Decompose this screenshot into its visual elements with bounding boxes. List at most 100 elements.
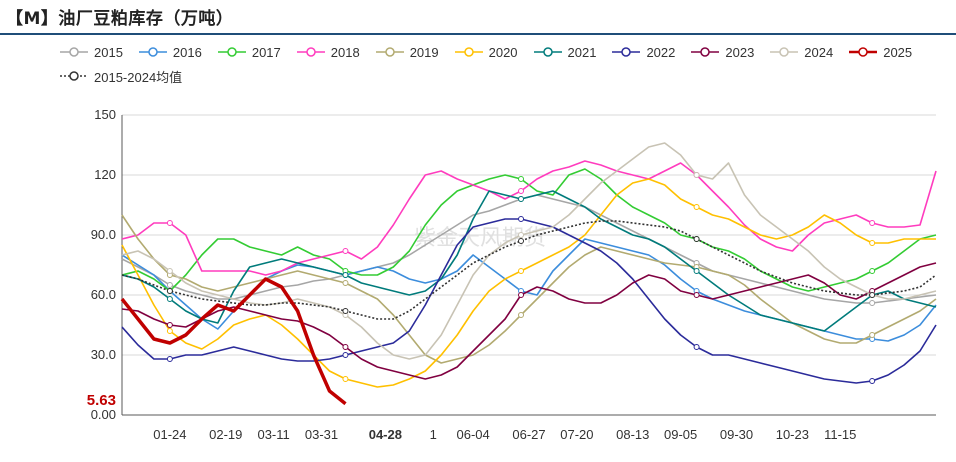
y-tick-label: 0.00: [91, 407, 116, 422]
series-point: [518, 268, 525, 274]
x-tick-label: 08-13: [616, 427, 649, 442]
legend-label: 2021: [567, 44, 597, 60]
series-point: [342, 376, 349, 382]
latest-value-callout: 5.63: [87, 392, 116, 409]
series-point: [166, 328, 173, 334]
series-point: [869, 378, 876, 384]
legend-label: 2022: [646, 44, 676, 60]
x-tick-label: 03-11: [257, 427, 289, 442]
y-tick-label: 120: [94, 167, 116, 182]
series-point: [869, 220, 876, 226]
series-line-2021: [121, 190, 937, 332]
legend-label: 2023: [725, 44, 755, 60]
series-line-2022: [121, 218, 937, 384]
legend-item: 2024: [770, 45, 833, 60]
legend-label: 2016: [172, 44, 202, 60]
title-rule: [0, 33, 956, 35]
series-point: [518, 292, 525, 298]
x-tick-label: 09-05: [664, 427, 697, 442]
y-tick-label: 150: [94, 107, 116, 122]
series-point: [869, 292, 876, 298]
series-point: [518, 238, 525, 244]
y-tick-label: 90.0: [91, 227, 116, 242]
y-tick-label: 30.0: [91, 347, 116, 362]
legend-label: 2024: [804, 44, 834, 60]
chart-title: 【M】油厂豆粕库存（万吨）: [6, 9, 234, 29]
series-point: [166, 268, 173, 274]
x-tick-label: 01-24: [153, 427, 186, 442]
legend-swatch: [849, 47, 878, 57]
series-point: [869, 332, 876, 338]
legend-item: 2022: [612, 45, 675, 60]
legend-item: 2021: [533, 44, 597, 60]
legend-swatch: [691, 47, 720, 57]
legend-swatch: [533, 47, 562, 57]
x-tick-label: 06-04: [457, 427, 490, 442]
series-line-2024: [121, 142, 937, 360]
x-tick-label: 1: [430, 427, 437, 442]
series-point: [693, 236, 700, 242]
legend-row: 2015 2016 2017 2018 2019 2020 2021 2022 2023 2024…: [60, 40, 940, 64]
legend-swatch: [60, 47, 88, 57]
series-point: [869, 300, 876, 306]
x-tick-label: 04-28: [369, 427, 402, 442]
series-line-2019: [121, 214, 937, 364]
series-point: [342, 280, 349, 286]
legend-label: 2017: [251, 44, 281, 60]
series-point: [166, 220, 173, 226]
series-line-2025: [120, 277, 347, 406]
series-point: [342, 272, 349, 278]
x-tick-label: 09-30: [720, 427, 753, 442]
legend-label: 2020: [488, 44, 518, 60]
legend-swatch: [375, 47, 404, 57]
legend-row: 2015-2024均值: [60, 64, 940, 88]
legend-swatch: [612, 47, 641, 57]
legend-swatch: [217, 47, 246, 57]
legend-item: 2023: [691, 45, 754, 60]
series-point: [518, 188, 525, 194]
legend-item: 2025: [849, 45, 912, 60]
legend-item: 2019: [375, 44, 439, 60]
legend-item: 2015: [60, 45, 123, 60]
x-tick-label: 07-20: [560, 427, 593, 442]
series-point: [166, 282, 173, 288]
series-point: [342, 308, 349, 314]
series-line-2018: [121, 160, 937, 276]
legend-label: 2025: [883, 44, 913, 60]
series-line-2023: [121, 262, 937, 380]
series-point: [342, 352, 349, 358]
legend-item: 2017: [217, 44, 281, 60]
series-line-2015-2024: [121, 220, 937, 320]
legend-swatch: [454, 47, 483, 57]
legend-swatch: [296, 47, 325, 57]
legend-label: 2015-2024均值: [94, 69, 183, 85]
series-point: [869, 268, 876, 274]
series-point: [342, 248, 349, 254]
legend-swatch: [770, 47, 799, 57]
series-point: [869, 240, 876, 246]
legend-label: 2019: [409, 44, 439, 60]
legend-swatch: [60, 71, 88, 81]
legend-swatch: [138, 47, 167, 57]
x-tick-label: 06-27: [512, 427, 545, 442]
series-point: [166, 288, 173, 294]
x-tick-label: 11-15: [824, 427, 856, 442]
legend: 2015 2016 2017 2018 2019 2020 2021 2022 2023 2024…: [60, 40, 940, 88]
series-point: [166, 296, 173, 302]
series-point: [518, 216, 525, 222]
series-line-2020: [121, 178, 936, 388]
legend-item: 2016: [138, 44, 202, 60]
series-point: [693, 268, 700, 274]
series-point: [518, 176, 525, 182]
series-point: [693, 344, 700, 350]
series-point: [693, 172, 700, 178]
legend-item: 2015-2024均值: [60, 67, 182, 86]
legend-item: 2018: [296, 45, 360, 60]
series-point: [166, 322, 173, 328]
series-point: [518, 196, 525, 202]
legend-label: 2015: [94, 44, 123, 60]
x-tick-label: 02-19: [209, 427, 242, 442]
series-point: [518, 312, 525, 318]
series-point: [518, 232, 525, 238]
